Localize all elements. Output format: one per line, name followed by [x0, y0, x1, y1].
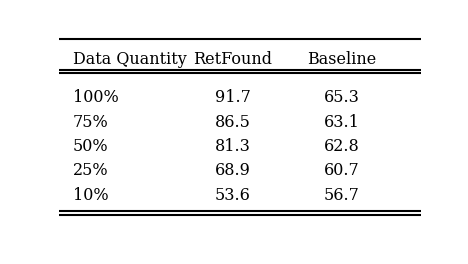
Text: 81.3: 81.3	[215, 138, 250, 155]
Text: Data Quantity: Data Quantity	[73, 51, 187, 68]
Text: 25%: 25%	[73, 162, 109, 180]
Text: 86.5: 86.5	[215, 114, 250, 131]
Text: 62.8: 62.8	[323, 138, 359, 155]
Text: 63.1: 63.1	[323, 114, 359, 131]
Text: 50%: 50%	[73, 138, 109, 155]
Text: 53.6: 53.6	[215, 187, 250, 204]
Text: 65.3: 65.3	[323, 89, 359, 106]
Text: RetFound: RetFound	[193, 51, 272, 68]
Text: Baseline: Baseline	[307, 51, 376, 68]
Text: 75%: 75%	[73, 114, 109, 131]
Text: 56.7: 56.7	[323, 187, 359, 204]
Text: 91.7: 91.7	[215, 89, 250, 106]
Text: 10%: 10%	[73, 187, 109, 204]
Text: 60.7: 60.7	[323, 162, 359, 180]
Text: 68.9: 68.9	[215, 162, 250, 180]
Text: 100%: 100%	[73, 89, 119, 106]
